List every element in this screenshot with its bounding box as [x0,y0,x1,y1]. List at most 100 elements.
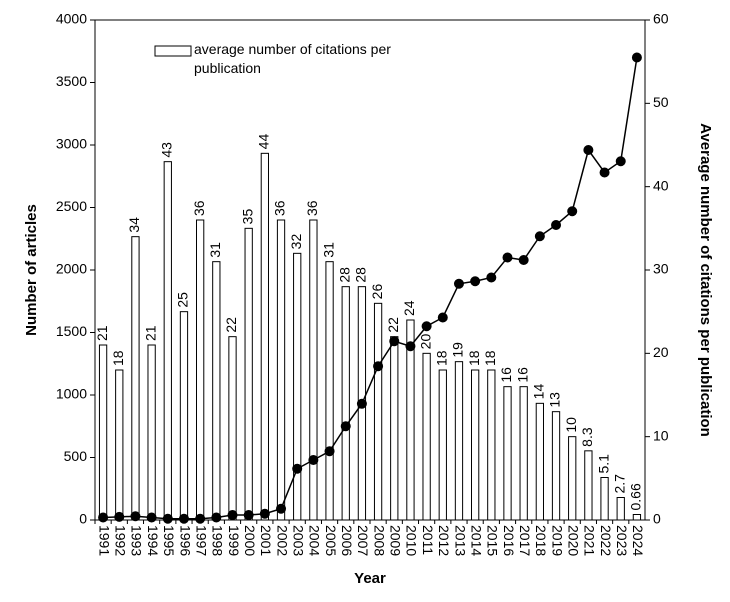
bar [163,161,172,521]
data-label: 21 [142,325,158,341]
data-label: 16 [514,367,530,383]
bar [276,219,286,521]
line-marker [373,361,384,372]
bar [390,336,399,521]
y-tick-label: 1000 [56,386,87,402]
y-tick-label: 1500 [56,323,87,339]
data-label: 36 [304,200,320,216]
x-tick-label: 1998 [210,525,226,556]
x-tick-label: 1997 [193,525,209,556]
y2-tick-label: 20 [653,344,669,360]
bar [519,386,528,521]
line-marker [534,231,545,242]
data-label: 28 [353,267,369,283]
line-marker [211,512,222,523]
bar [179,311,189,521]
bar [244,227,253,521]
line-marker [486,272,497,283]
y2-tick-label: 40 [653,177,669,193]
data-label: 18 [433,350,449,366]
line-marker [243,510,254,520]
x-tick-label: 2001 [258,525,274,556]
line-marker [470,276,481,287]
data-label: 25 [175,292,191,308]
x-tick-label: 2006 [339,525,355,556]
bar [551,411,561,521]
bar [373,302,383,521]
line-marker [114,511,125,522]
y2-axis-title: Average number of citations per publicat… [697,123,714,437]
x-tick-label: 2017 [517,525,533,556]
data-label: 16 [498,367,514,383]
line-marker [405,341,416,352]
bar [406,319,415,521]
x-tick-label: 2013 [452,525,468,556]
data-label: 28 [336,267,352,283]
bar [115,369,124,521]
line-marker [292,463,303,474]
x-tick-label: 2000 [242,525,258,556]
data-label: 22 [223,317,239,333]
y2-tick-label: 50 [653,94,669,110]
bar [616,497,625,521]
line-marker [324,446,335,457]
x-tick-label: 1999 [226,525,242,556]
bar [454,361,464,521]
y-tick-label: 4000 [56,11,87,27]
line-marker [340,421,351,432]
data-label: 14 [531,384,547,400]
x-tick-label: 1996 [177,525,193,556]
x-tick-label: 2010 [404,525,420,556]
y2-tick-label: 60 [653,11,669,27]
line-marker [146,512,157,523]
x-tick-label: 2005 [323,525,339,556]
data-label: 36 [191,200,207,216]
x-tick-label: 2020 [566,525,582,556]
data-label: 10 [563,417,579,433]
x-tick-label: 1995 [161,525,177,556]
bar [600,477,609,521]
line-marker [389,336,400,347]
data-label: 32 [288,234,304,250]
y-axis-title: Number of articles [23,204,40,336]
x-tick-label: 2019 [549,525,565,556]
x-tick-label: 1992 [113,525,129,556]
x-tick-label: 2023 [614,525,630,556]
y-tick-label: 0 [79,511,87,527]
data-label: 18 [110,350,126,366]
y-tick-label: 500 [64,448,88,464]
y-tick-label: 3000 [56,136,87,152]
x-tick-label: 2008 [371,525,387,556]
bar [568,436,577,521]
legend: average number of citations per publicat… [194,41,391,76]
line-marker [615,156,626,167]
data-label: 34 [126,217,142,233]
bar [438,369,447,521]
x-tick-label: 2007 [355,525,371,556]
x-tick-label: 2014 [468,525,484,556]
x-tick-label: 2009 [388,525,404,556]
bar [422,352,431,521]
y-tick-label: 2500 [56,198,87,214]
data-label: 36 [272,200,288,216]
line-marker [502,252,513,263]
data-label: 8.3 [579,427,595,447]
data-label: 21 [94,325,110,341]
bar [471,369,480,521]
legend-label: average number of citations per publicat… [194,41,391,76]
data-label: 31 [320,242,336,258]
data-label: 18 [466,350,482,366]
x-tick-label: 1993 [129,525,145,556]
line-marker [421,321,432,332]
x-tick-label: 2011 [420,525,436,555]
line-marker [308,455,319,465]
data-label: 44 [256,134,272,150]
data-label: 18 [482,350,498,366]
legend-swatch [154,45,192,57]
bar [293,252,302,521]
bar [325,261,334,521]
bar [260,152,269,521]
line-marker [356,398,367,409]
y2-tick-label: 10 [653,427,669,443]
